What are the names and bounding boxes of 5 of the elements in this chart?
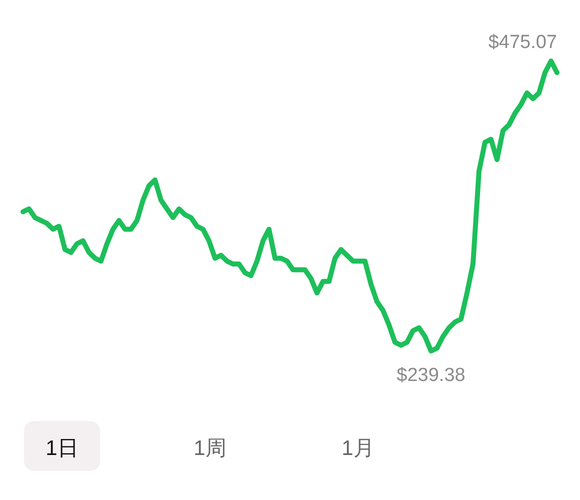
text: 1周 [194,437,226,460]
text: $475.07 [488,32,557,53]
text: 1日 [46,437,78,460]
text: 1月 [342,437,374,460]
text: $239.38 [396,365,466,386]
